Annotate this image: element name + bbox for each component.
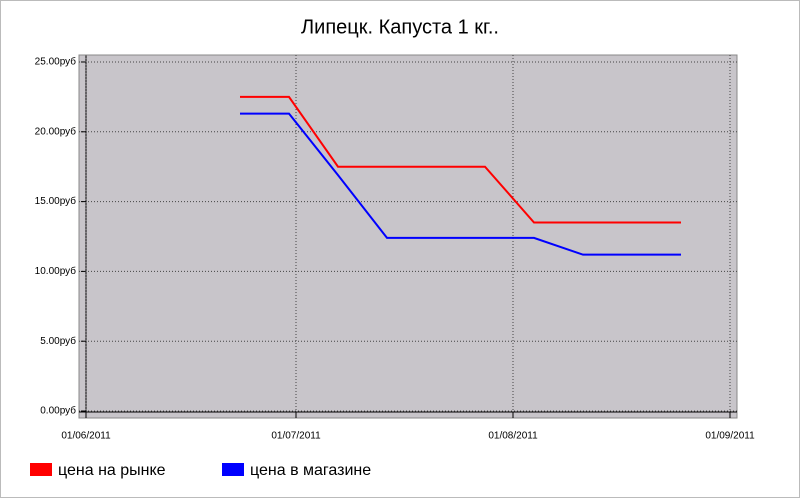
legend-label: цена в магазине [250, 462, 371, 479]
legend-label: цена на рынке [58, 462, 166, 479]
series-line [240, 95, 681, 224]
chart-title: Липецк. Капуста 1 кг.. [301, 16, 499, 38]
x-tick-label: 01/08/2011 [488, 431, 538, 442]
y-tick-label: 20.00руб [35, 125, 77, 137]
y-tick-label: 25.00руб [35, 56, 77, 68]
y-tick-label: 5.00руб [40, 335, 76, 347]
plot-area [78, 54, 738, 419]
legend-swatch [222, 463, 244, 476]
y-tick-label: 10.00руб [35, 265, 77, 277]
y-tick-label: 0.00руб [40, 405, 76, 417]
x-tick-label: 01/06/2011 [61, 431, 111, 442]
x-tick-label: 01/09/2011 [705, 431, 755, 442]
x-tick-label: 01/07/2011 [271, 431, 321, 442]
legend-swatch [30, 463, 52, 476]
series-line [240, 112, 681, 256]
y-tick-label: 15.00руб [35, 195, 77, 207]
